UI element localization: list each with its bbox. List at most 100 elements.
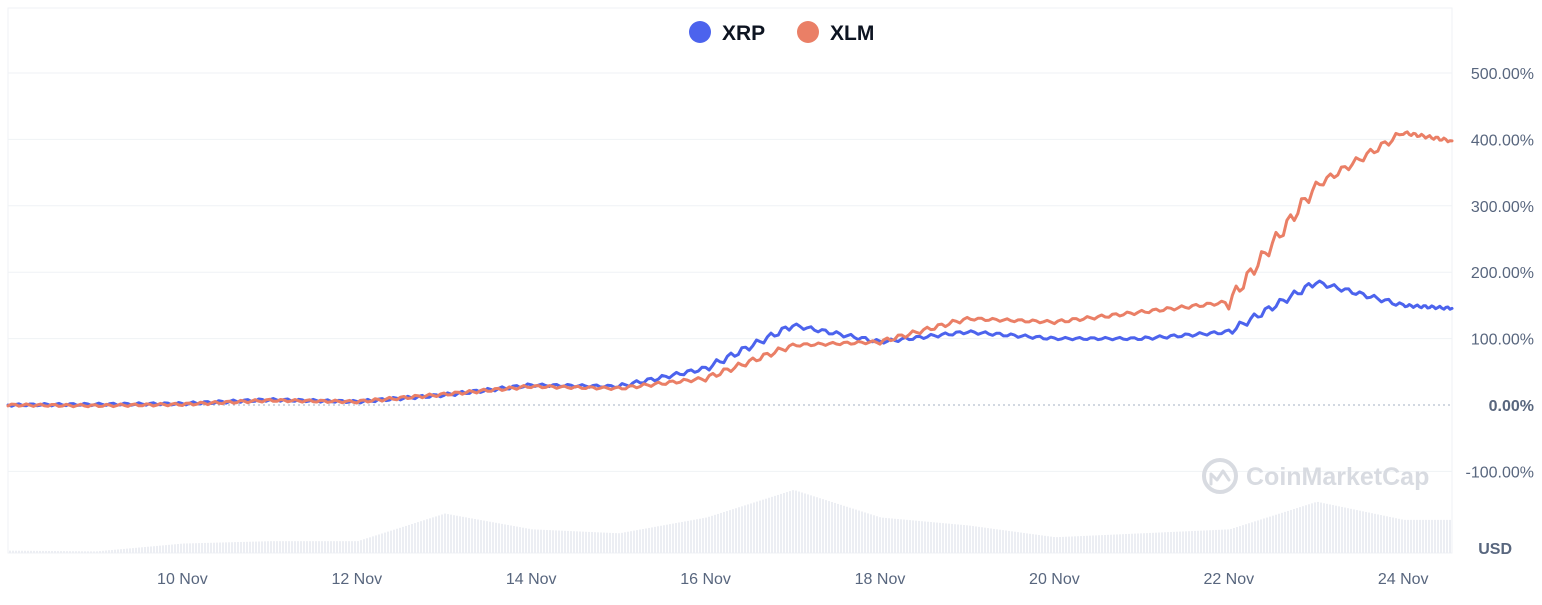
volume-bar [582, 531, 584, 553]
coinmarketcap-logo-icon [1202, 458, 1238, 494]
volume-bar [99, 551, 101, 553]
volume-bar [1332, 505, 1334, 553]
volume-bar [1197, 530, 1199, 553]
volume-bar [906, 519, 908, 553]
volume-bar [1053, 537, 1055, 553]
volume-bar [912, 520, 914, 553]
volume-bar [1338, 506, 1340, 553]
y-tick-label: 0.00% [1489, 398, 1534, 415]
volume-bar [1311, 503, 1313, 553]
volume-bar [537, 529, 539, 553]
volume-bar [1119, 534, 1121, 553]
volume-bar [1353, 509, 1355, 553]
volume-bar [327, 541, 329, 553]
legend-label: XLM [830, 22, 874, 45]
volume-bar [1077, 536, 1079, 553]
volume-bar [1074, 536, 1076, 553]
volume-bar [849, 507, 851, 553]
volume-bar [1221, 529, 1223, 553]
volume-bar [795, 490, 797, 553]
volume-bar [783, 493, 785, 553]
volume-bar [870, 514, 872, 553]
volume-bar [1371, 513, 1373, 553]
volume-bar [1104, 534, 1106, 553]
volume-bar [201, 543, 203, 553]
volume-bar [243, 541, 245, 553]
volume-bar [246, 541, 248, 553]
volume-bar [1092, 535, 1094, 553]
volume-bar [1443, 519, 1445, 553]
volume-bar [936, 522, 938, 553]
volume-bar [729, 510, 731, 553]
volume-bar [663, 525, 665, 553]
volume-bar [87, 551, 89, 553]
volume-bar [1320, 502, 1322, 553]
legend-item-xrp[interactable]: XRP [689, 21, 765, 45]
volume-bar [903, 519, 905, 553]
volume-bar [1113, 534, 1115, 553]
volume-bar [633, 530, 635, 553]
volume-bar [1038, 535, 1040, 553]
volume-bar [207, 542, 209, 553]
volume-bar [1263, 518, 1265, 553]
volume-bar [1032, 534, 1034, 553]
volume-bar [135, 547, 137, 553]
volume-bar [303, 541, 305, 553]
volume-bar [1122, 534, 1124, 553]
volume-bar [660, 525, 662, 553]
volume-bar [1158, 532, 1160, 553]
volume-bar [762, 499, 764, 553]
volume-bar [720, 512, 722, 553]
volume-bar [126, 548, 128, 553]
volume-bar [1317, 501, 1319, 553]
volume-bar [120, 549, 122, 553]
volume-bar [591, 532, 593, 553]
x-tick-label: 20 Nov [1029, 571, 1080, 588]
volume-bar [15, 550, 17, 553]
volume-bar [753, 502, 755, 553]
volume-bar [456, 515, 458, 553]
volume-bar [1095, 535, 1097, 553]
volume-bar [816, 497, 818, 553]
volume-bar [129, 548, 131, 553]
volume-bar [261, 541, 263, 553]
volume-bar [417, 522, 419, 553]
volume-bar [198, 543, 200, 553]
legend-label: XRP [722, 22, 765, 45]
volume-bar [93, 551, 95, 553]
volume-bar [615, 533, 617, 553]
volume-bar [1086, 535, 1088, 553]
volume-bar [567, 530, 569, 553]
volume-bar [390, 530, 392, 553]
y-tick-label: -100.00% [1466, 464, 1535, 481]
volume-bar [1173, 531, 1175, 553]
volume-bar [636, 530, 638, 553]
volume-bar [411, 524, 413, 553]
volume-bar [1410, 519, 1412, 553]
volume-bar [1047, 536, 1049, 553]
volume-bar [993, 528, 995, 553]
y-tick-label: 200.00% [1471, 265, 1534, 282]
volume-bar [735, 508, 737, 553]
volume-bar [732, 509, 734, 553]
legend: XRP XLM [689, 21, 874, 45]
volume-bar [282, 541, 284, 553]
volume-bar [648, 527, 650, 553]
volume-bar [249, 541, 251, 553]
volume-bar [618, 533, 620, 553]
volume-bar [1029, 533, 1031, 553]
volume-bar [12, 550, 14, 553]
volume-bar [342, 541, 344, 553]
volume-bar [810, 495, 812, 553]
volume-bar [288, 541, 290, 553]
legend-item-xlm[interactable]: XLM [797, 21, 874, 45]
volume-bar [423, 520, 425, 553]
volume-bar [69, 551, 71, 553]
volume-bar [33, 550, 35, 553]
volume-bar [1227, 529, 1229, 553]
volume-bar [1035, 534, 1037, 553]
volume-bar [1278, 513, 1280, 553]
volume-bar [915, 520, 917, 553]
volume-bar [477, 519, 479, 553]
volume-bar [84, 551, 86, 553]
